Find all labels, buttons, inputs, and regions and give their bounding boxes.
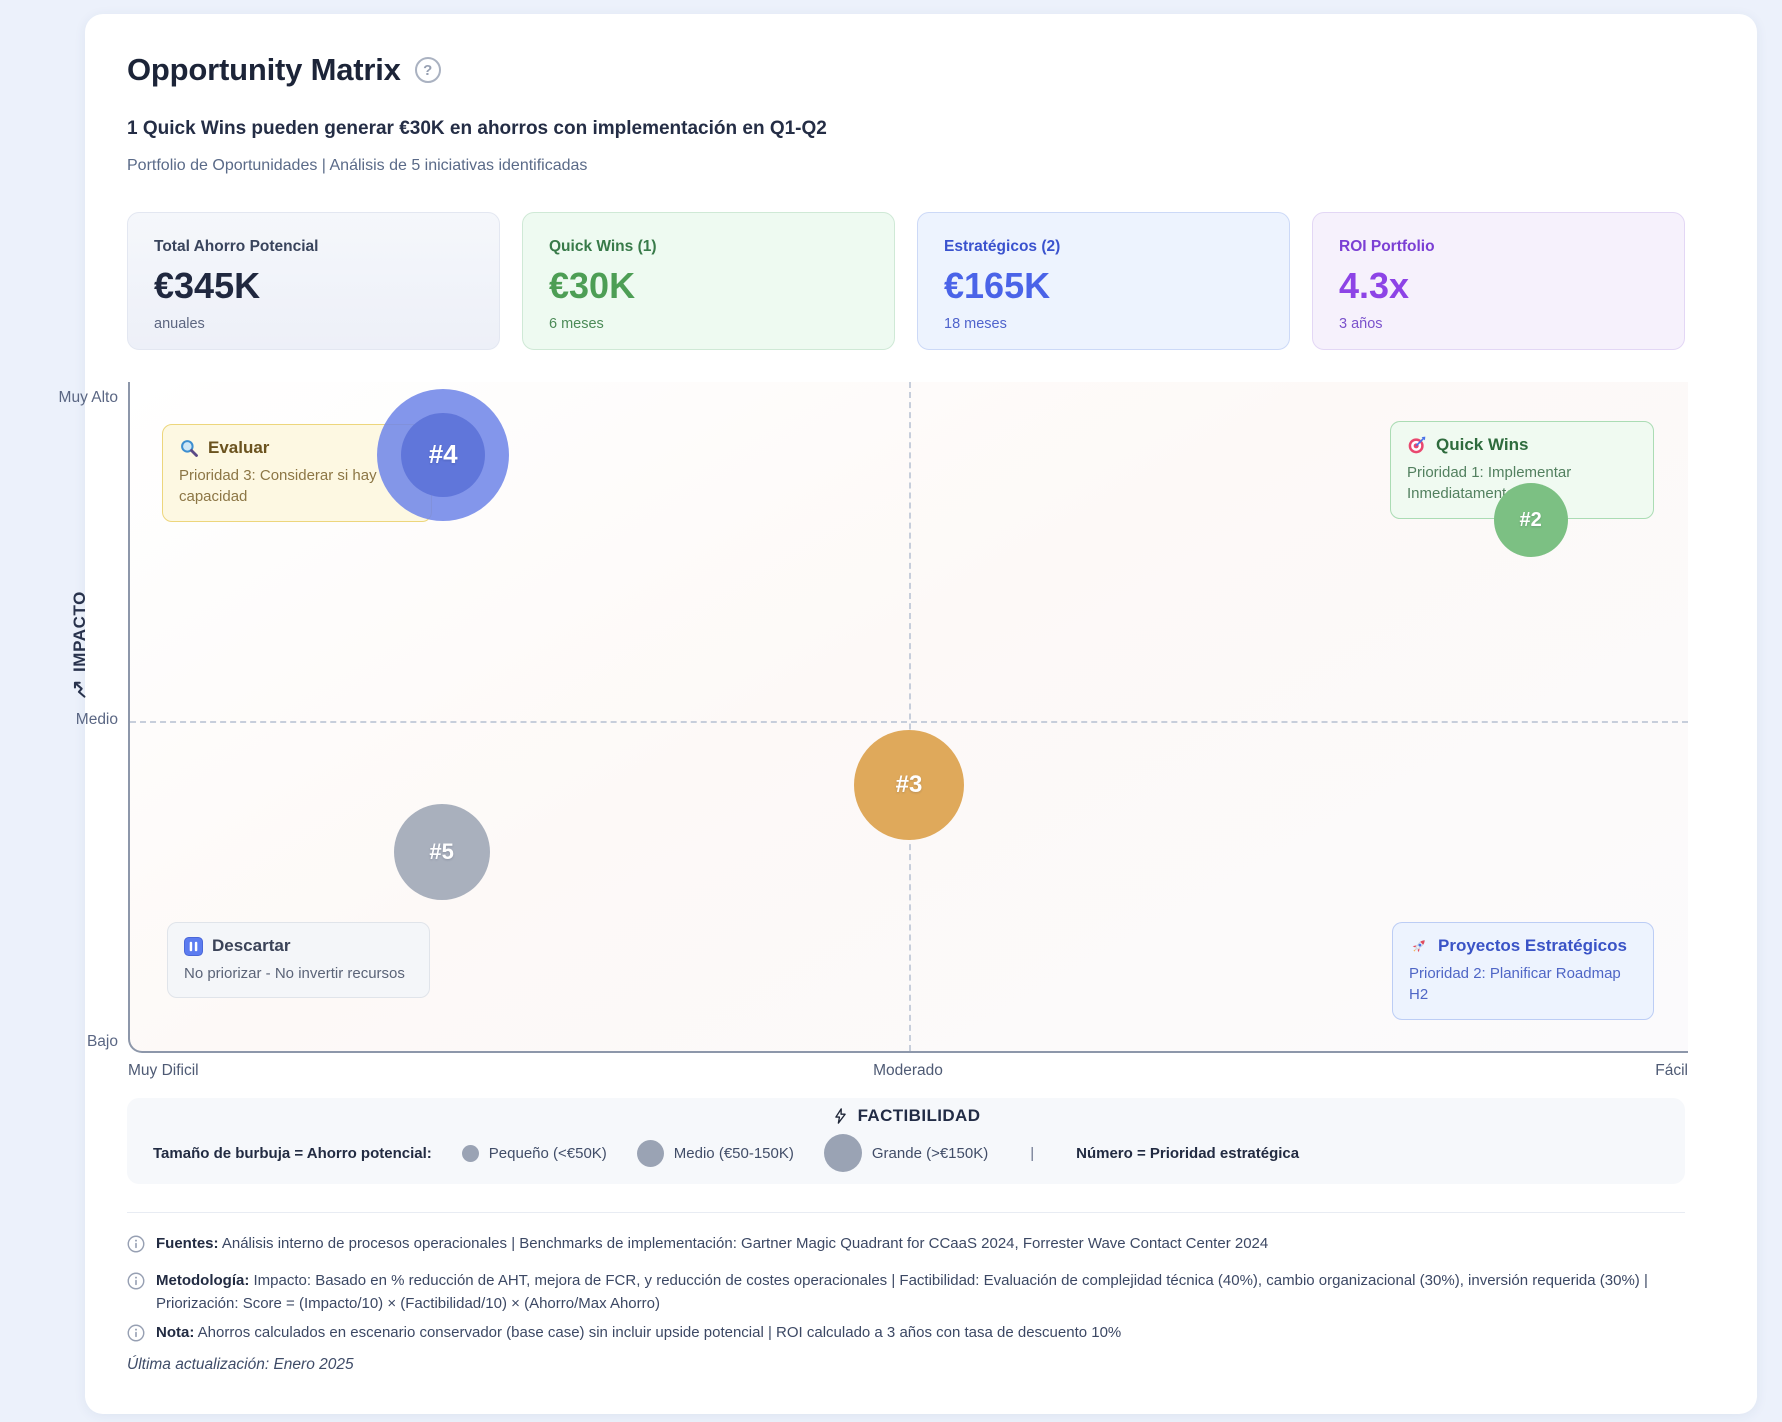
bubble-2[interactable]: #2 (1493, 483, 1568, 558)
last-updated: Última actualización: Enero 2025 (127, 1356, 354, 1373)
y-axis-title-text: IMPACTO (70, 591, 89, 673)
rocket-icon (1409, 936, 1429, 956)
info-icon (127, 1324, 145, 1345)
footnote-metodologia: Metodología: Impacto: Basado en % reducc… (127, 1270, 1665, 1315)
quadrant-evaluar: Evaluar Prioridad 3: Considerar si hay c… (162, 424, 432, 522)
bubble-number: #5 (429, 838, 454, 864)
bubble-core (401, 412, 486, 497)
footer-divider (127, 1212, 1685, 1213)
quadrant-descartar: Descartar No priorizar - No invertir rec… (167, 922, 430, 999)
lightning-icon (832, 1106, 849, 1126)
footnote-fuentes: Fuentes: Análisis interno de procesos op… (127, 1233, 1665, 1256)
page-title: Opportunity Matrix (127, 52, 401, 87)
legend-sizes-label: Tamaño de burbuja = Ahorro potencial: (153, 1144, 432, 1162)
quadrant-desc: Prioridad 2: Planificar Roadmap H2 (1409, 965, 1621, 1004)
x-axis-title-text: FACTIBILIDAD (857, 1106, 981, 1125)
medium-bubble-icon (636, 1139, 664, 1167)
subtitle-caption: Portfolio de Oportunidades | Análisis de… (127, 157, 588, 174)
legend-size-text: Medio (€50-150K) (673, 1144, 794, 1162)
legend-size-text: Pequeño (<€50K) (488, 1144, 607, 1162)
ytick-muy-alto: Muy Alto (58, 389, 118, 406)
quadrant-desc: No priorizar - No invertir recursos (184, 965, 405, 982)
kpi-label: Quick Wins (1) (549, 238, 657, 255)
kpi-sub: 3 años (1339, 316, 1383, 332)
kpi-sub: anuales (154, 316, 205, 332)
bubble-4[interactable]: #4 (377, 388, 510, 521)
kpi-sub: 6 meses (549, 316, 604, 332)
ytick-bajo: Bajo (86, 1033, 118, 1050)
bubble-3[interactable]: #3 (854, 729, 964, 840)
legend-row: Tamaño de burbuja = Ahorro potencial: Pe… (153, 1134, 1685, 1172)
target-icon (1407, 435, 1427, 455)
headline-insight: 1 Quick Wins pueden generar €30K en ahor… (127, 118, 827, 139)
kpi-estrategicos: Estratégicos (2) €165K 18 meses (917, 212, 1290, 350)
quadrant-title: Quick Wins (1436, 435, 1529, 454)
xtick-moderado: Moderado (873, 1062, 943, 1079)
y-axis-title: IMPACTO (68, 565, 92, 725)
bubble-number: #2 (1519, 508, 1542, 531)
footnote-body: Impacto: Basado en % reducción de AHT, m… (156, 1272, 1648, 1312)
help-icon[interactable]: ? (414, 57, 441, 83)
kpi-sub: 18 meses (944, 316, 1007, 332)
quadrant-desc: Prioridad 3: Considerar si hay capacidad (179, 467, 377, 506)
opportunity-matrix-plot: Evaluar Prioridad 3: Considerar si hay c… (128, 382, 1688, 1053)
kpi-value: 4.3x (1339, 265, 1410, 306)
footnote-nota: Nota: Ahorros calculados en escenario co… (127, 1322, 1665, 1345)
legend-size-small: Pequeño (<€50K) (461, 1144, 607, 1162)
x-axis-title: FACTIBILIDAD (127, 1098, 1685, 1126)
large-bubble-icon (823, 1134, 862, 1172)
kpi-label: Estratégicos (2) (944, 238, 1061, 255)
legend-panel: FACTIBILIDAD Tamaño de burbuja = Ahorro … (127, 1098, 1685, 1184)
info-icon (127, 1272, 145, 1315)
kpi-value: €30K (549, 265, 636, 306)
legend-size-medium: Medio (€50-150K) (636, 1139, 794, 1167)
center-vertical-gridline (909, 382, 911, 1051)
info-icon (127, 1235, 145, 1256)
legend-number-label: Número = Prioridad estratégica (1076, 1144, 1300, 1162)
kpi-value: €165K (944, 265, 1051, 306)
header: Opportunity Matrix ? (127, 52, 441, 88)
quadrant-proyectos-estrategicos: Proyectos Estratégicos Prioridad 2: Plan… (1392, 922, 1654, 1020)
quadrant-title: Descartar (212, 936, 291, 955)
trend-up-icon (71, 680, 90, 699)
quadrant-desc: Prioridad 1: Implementar Inmediatamente (1407, 464, 1572, 503)
footnote-label: Nota: (156, 1324, 195, 1341)
xtick-muy-dificil: Muy Dificil (128, 1062, 199, 1079)
kpi-roi-portfolio: ROI Portfolio 4.3x 3 años (1312, 212, 1685, 350)
legend-size-large: Grande (>€150K) (823, 1134, 989, 1172)
bubble-number: #4 (428, 439, 458, 470)
magnifier-icon (179, 438, 199, 458)
kpi-quick-wins: Quick Wins (1) €30K 6 meses (522, 212, 895, 350)
kpi-label: ROI Portfolio (1339, 238, 1435, 255)
xtick-facil: Fácil (1655, 1062, 1688, 1079)
bubble-number: #3 (895, 770, 923, 798)
kpi-cards-row: Total Ahorro Potencial €345K anuales Qui… (127, 212, 1685, 350)
footnote-body: Ahorros calculados en escenario conserva… (197, 1324, 1122, 1341)
bubble-5[interactable]: #5 (393, 803, 490, 900)
quadrant-title: Proyectos Estratégicos (1438, 936, 1627, 955)
footnote-label: Metodología: (156, 1272, 250, 1289)
small-bubble-icon (461, 1144, 479, 1162)
center-horizontal-gridline (130, 721, 1688, 724)
pause-icon (184, 936, 203, 956)
kpi-label: Total Ahorro Potencial (154, 238, 319, 255)
legend-size-text: Grande (>€150K) (871, 1144, 989, 1162)
ytick-medio: Medio (75, 711, 118, 728)
footnote-body: Análisis interno de procesos operacional… (221, 1235, 1269, 1252)
quadrant-title: Evaluar (208, 438, 270, 457)
legend-separator: | (1030, 1144, 1035, 1162)
kpi-total-ahorro: Total Ahorro Potencial €345K anuales (127, 212, 500, 350)
footnote-label: Fuentes: (156, 1235, 219, 1252)
kpi-value: €345K (154, 265, 261, 306)
